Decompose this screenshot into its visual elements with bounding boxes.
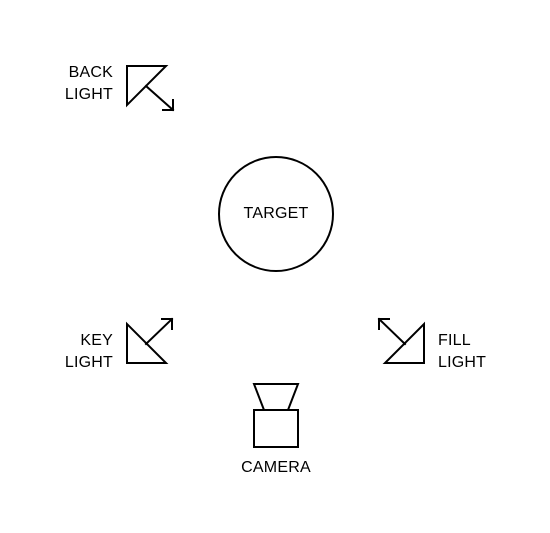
back-light-label: BACK LIGHT [52,62,113,106]
fill-light-label-line1: FILL [438,332,471,349]
target-circle [218,156,334,272]
back-light-icon [126,65,175,112]
camera-label: CAMERA [216,457,336,479]
camera-label-text: CAMERA [241,459,311,476]
key-light-label: KEY LIGHT [52,330,113,374]
target-label: TARGET [226,203,326,225]
key-light-label-line1: KEY [80,332,113,349]
fill-light-icon [377,317,425,364]
fill-light-label: FILL LIGHT [438,330,508,374]
camera-icon [252,383,300,448]
back-light-label-line2: LIGHT [64,86,113,103]
key-light-icon [126,317,174,364]
fill-light-label-line2: LIGHT [438,354,487,371]
target-label-text: TARGET [243,205,309,222]
back-light-label-line1: BACK [68,64,113,81]
key-light-label-line2: LIGHT [64,354,113,371]
